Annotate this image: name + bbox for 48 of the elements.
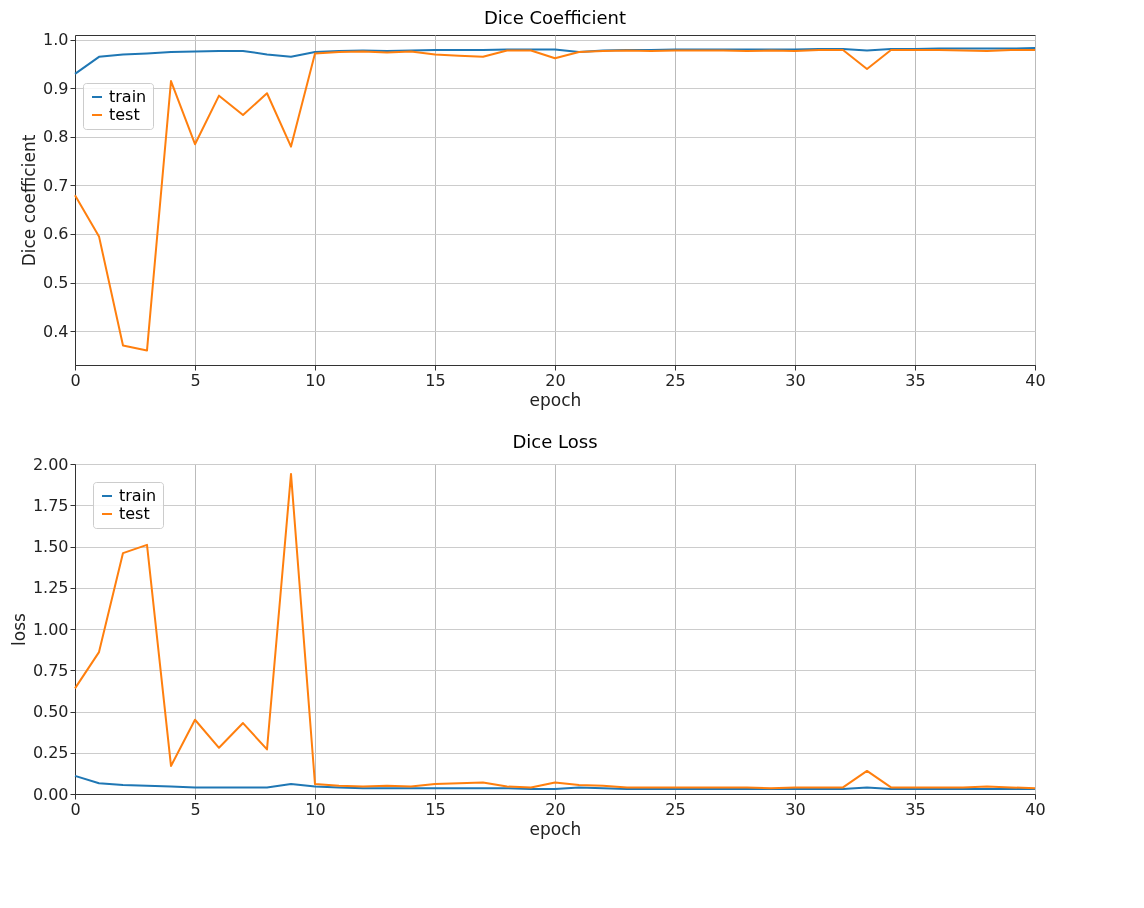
x-tick-label: 15 [425,370,446,390]
line-series [74,472,1036,790]
legend-label: train [109,87,147,106]
chart-title: Dice Coefficient [483,6,627,28]
line-series [74,49,1036,352]
x-tick-label: 40 [1025,370,1046,390]
x-tick-label: 35 [905,799,926,819]
x-tick-label: 10 [305,370,326,390]
y-tick-label: 0.9 [43,78,69,98]
x-axis-title: epoch [529,389,582,410]
x-tick-label: 15 [425,799,446,819]
x-tick-label: 35 [905,370,926,390]
y-tick-label: 0.50 [32,702,69,721]
y-tick-label: 0.25 [32,743,69,763]
y-axis-title: loss [8,612,29,646]
y-tick-label: 1.00 [32,619,69,639]
x-tick-label: 30 [785,370,806,390]
y-tick-label: 0.5 [43,273,69,292]
y-tick-label: 0.75 [32,660,69,680]
x-tick-label: 40 [1025,799,1046,819]
x-tick-label: 20 [545,799,566,819]
y-tick-label: 1.75 [32,495,69,515]
x-tick-label: 10 [305,799,326,819]
legend-label: test [119,504,150,523]
y-tick-label: 1.50 [32,537,69,556]
y-tick-label: 1.0 [43,30,69,50]
x-tick-label: 30 [785,799,806,819]
chart-title: Dice Loss [512,431,598,452]
x-tick-label: 20 [545,370,566,390]
x-tick-label: 25 [665,799,686,819]
x-tick-label: 25 [665,370,686,390]
y-tick-label: 0.7 [43,175,69,195]
y-tick-label: 0.00 [32,784,69,804]
y-tick-label: 0.8 [43,127,69,147]
x-tick-label: 0 [70,799,81,819]
x-axis-title: epoch [529,818,582,839]
y-tick-label: 1.25 [32,578,69,598]
line-series [74,47,1036,75]
y-tick-label: 0.6 [43,224,69,244]
legend-label: train [119,486,157,505]
x-tick-label: 5 [190,799,201,819]
y-axis-title: Dice coefficient [19,134,40,267]
x-tick-label: 5 [190,370,201,390]
legend-label: test [109,105,140,124]
y-tick-label: 2.00 [32,454,69,474]
y-tick-label: 0.4 [43,321,69,341]
line-series [74,774,1036,791]
x-tick-label: 0 [70,370,81,390]
